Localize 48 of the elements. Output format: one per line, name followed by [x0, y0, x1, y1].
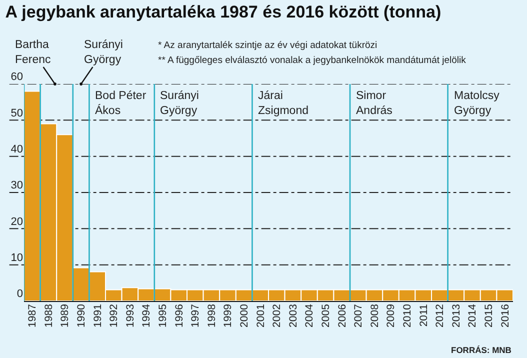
x-tick-label: 1987	[26, 304, 39, 328]
x-tick-label: 1999	[222, 304, 234, 328]
x-tick-label: 1991	[92, 304, 104, 328]
x-tick-label: 2005	[320, 304, 332, 328]
x-tick-label: 1992	[108, 304, 120, 328]
x-tick-label: 2001	[254, 304, 267, 328]
annotation: Bartha Ferenc	[15, 39, 52, 66]
x-tick-label: 1998	[206, 304, 218, 328]
x-tick-label: 2009	[385, 304, 398, 328]
y-tick-label: 50	[10, 107, 23, 120]
annotation: Surányi György	[160, 90, 199, 117]
x-tick-label: 1989	[59, 304, 72, 328]
x-tick-label: 2003	[287, 304, 300, 328]
x-tick-label: 2007	[352, 304, 365, 328]
x-tick-label: 2008	[368, 304, 381, 328]
annotation: Bod Péter Ákos	[95, 90, 146, 117]
annotation: Simor András	[356, 90, 393, 117]
annotation: Járai Zsigmond	[258, 90, 308, 117]
x-tick-label: 2013	[450, 304, 462, 328]
y-tick-label: 20	[10, 216, 23, 228]
x-tick-label: 1988	[42, 304, 55, 328]
x-tick-label: 2015	[482, 304, 495, 328]
x-tick-label: 1996	[173, 304, 186, 328]
y-tick-label: 10	[10, 252, 23, 264]
x-tick-label: 2004	[304, 304, 316, 328]
y-tick-label: 0	[16, 288, 23, 300]
y-tick-label: 30	[10, 180, 23, 192]
x-tick-label: 1997	[190, 304, 202, 328]
x-tick-label: 2014	[466, 304, 479, 328]
annotation: Matolcsy György	[454, 90, 500, 117]
text: ** A függőleges elválasztó vonalak a jegybankelnökök mandátumát jelölik	[158, 55, 466, 66]
x-tick-label: 2016	[499, 304, 512, 328]
x-tick-label: 1994	[140, 304, 153, 328]
text: FORRÁS: MNB	[451, 345, 512, 355]
x-tick-label: 1990	[75, 304, 88, 328]
x-tick-label: 2011	[418, 304, 430, 327]
x-tick-label: 2010	[401, 304, 414, 328]
x-tick-label: 2002	[271, 304, 284, 328]
text: * Az aranytartalék szintje az év végi adatokat tükrözi	[158, 40, 378, 51]
x-tick-label: 1995	[156, 304, 169, 328]
x-tick-label: 2000	[238, 304, 250, 328]
x-tick-label: 2006	[336, 304, 348, 328]
y-tick-label: 40	[10, 143, 23, 156]
chart-title: A jegybank aranytartaléka 1987 és 2016 között (tonna)	[5, 2, 442, 22]
x-tick-label: 2012	[434, 304, 446, 328]
y-tick-label: 60	[10, 71, 23, 84]
x-tick-label: 1993	[124, 304, 136, 328]
annotation: Surányi György	[84, 39, 123, 66]
